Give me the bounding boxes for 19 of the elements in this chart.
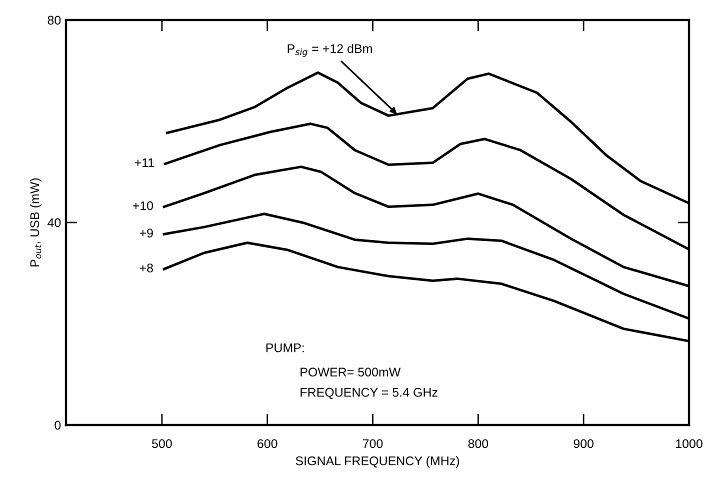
y-axis-title: P$_{out}$, USB (mW) xyxy=(30,178,42,266)
series-label: +8 xyxy=(140,264,153,272)
y-tick-label: 80 xyxy=(48,16,61,25)
annotation: FREQUENCY = 5.4 GHz xyxy=(300,388,438,400)
annotation: POWER= 500mW xyxy=(300,368,401,377)
x-tick-label: 800 xyxy=(468,439,488,448)
annotation: P$_{sig}$ = +12 dBm xyxy=(288,44,372,57)
x-tick-label: 700 xyxy=(362,439,383,448)
x-tick-label: 1000 xyxy=(676,439,702,448)
y-tick-label: 0 xyxy=(54,420,61,430)
x-axis-title: SIGNAL FREQUENCY (MHz) xyxy=(296,456,460,468)
x-tick-label: 600 xyxy=(258,439,278,448)
y-tick-label: 40 xyxy=(48,218,61,228)
series-label: +9 xyxy=(140,228,153,238)
annotation: PUMP: xyxy=(266,344,304,352)
x-tick-label: 500 xyxy=(152,439,172,448)
x-tick-label: 900 xyxy=(574,439,594,448)
series-label: +10 xyxy=(132,201,154,210)
series-label: +11 xyxy=(134,158,154,168)
